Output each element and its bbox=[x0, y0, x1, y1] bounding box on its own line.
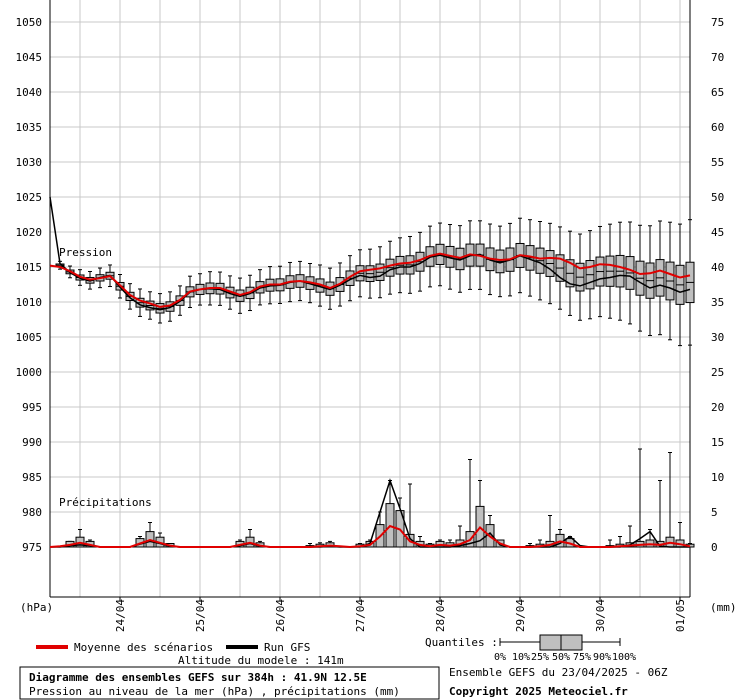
pressure-mean-line bbox=[49, 252, 691, 308]
right-tick-label: 50 bbox=[711, 191, 724, 204]
left-tick-label: 1030 bbox=[16, 156, 43, 169]
chart-subtitle: Pression au niveau de la mer (hPa) , pré… bbox=[29, 685, 400, 698]
quantile-label: 90% bbox=[593, 652, 611, 663]
quantile-label: 100% bbox=[612, 652, 636, 663]
right-axis-unit: (mm) bbox=[710, 601, 737, 614]
pressure-gfs-line bbox=[49, 196, 691, 311]
x-tick-label: 26/04 bbox=[274, 599, 287, 632]
x-tick-label: 01/05 bbox=[674, 599, 687, 632]
precip-annotation: Précipitations bbox=[59, 496, 152, 509]
left-tick-label: 985 bbox=[22, 471, 42, 484]
series-lines bbox=[49, 196, 691, 549]
left-tick-label: 1035 bbox=[16, 121, 43, 134]
altitude-label: Altitude du modele : 141m bbox=[178, 654, 344, 667]
precip-mean-line bbox=[49, 524, 691, 549]
title-box bbox=[19, 666, 440, 700]
right-tick-label: 45 bbox=[711, 226, 724, 239]
left-tick-label: 990 bbox=[22, 436, 42, 449]
quantile-label: 0% bbox=[494, 652, 506, 663]
x-tick-label: 27/04 bbox=[354, 599, 367, 632]
quantile-label: 75% bbox=[573, 652, 591, 663]
right-tick-label: 15 bbox=[711, 436, 724, 449]
right-tick-label: 60 bbox=[711, 121, 724, 134]
left-axis-ticks: 1050 1045 1040 1035 1030 1025 1020 1015 1010 1005… bbox=[16, 16, 43, 554]
left-tick-label: 1015 bbox=[16, 261, 43, 274]
chart-title: Diagramme des ensembles GEFS sur 384h : … bbox=[29, 671, 367, 684]
left-tick-label: 1000 bbox=[16, 366, 43, 379]
x-tick-label: 25/04 bbox=[194, 599, 207, 632]
x-tick-label: 30/04 bbox=[594, 599, 607, 632]
left-tick-label: 1050 bbox=[16, 16, 43, 29]
right-tick-label: 20 bbox=[711, 401, 724, 414]
left-tick-label: 1045 bbox=[16, 51, 43, 64]
left-tick-label: 1025 bbox=[16, 191, 43, 204]
right-tick-label: 65 bbox=[711, 86, 724, 99]
right-tick-label: 70 bbox=[711, 51, 724, 64]
right-tick-label: 25 bbox=[711, 366, 724, 379]
right-tick-label: 10 bbox=[711, 471, 724, 484]
x-axis-ticks: 24/04 25/04 26/04 27/04 28/04 29/04 30/04 01/05 bbox=[114, 597, 687, 632]
right-tick-label: 75 bbox=[711, 16, 724, 29]
legend-gfs-label: Run GFS bbox=[264, 641, 310, 654]
left-tick-label: 980 bbox=[22, 506, 42, 519]
right-tick-label: 35 bbox=[711, 296, 724, 309]
x-tick-label: 24/04 bbox=[114, 599, 127, 632]
copyright: Copyright 2025 Meteociel.fr bbox=[449, 685, 628, 698]
left-tick-label: 1005 bbox=[16, 331, 43, 344]
left-tick-label: 1020 bbox=[16, 226, 43, 239]
left-axis-unit: (hPa) bbox=[20, 601, 53, 614]
x-tick-label: 29/04 bbox=[514, 599, 527, 632]
quantile-label: 25% bbox=[531, 652, 549, 663]
right-tick-label: 0 bbox=[711, 541, 718, 554]
right-tick-label: 55 bbox=[711, 156, 724, 169]
quantile-label: 50% bbox=[552, 652, 570, 663]
x-tick-label: 28/04 bbox=[434, 599, 447, 632]
quantiles-label: Quantiles : bbox=[425, 636, 498, 649]
left-tick-label: 975 bbox=[22, 541, 42, 554]
pressure-annotation: Pression bbox=[59, 246, 112, 259]
right-tick-label: 30 bbox=[711, 331, 724, 344]
left-tick-label: 995 bbox=[22, 401, 42, 414]
run-info: Ensemble GEFS du 23/04/2025 - 06Z bbox=[449, 666, 668, 679]
legend-mean-label: Moyenne des scénarios bbox=[74, 641, 213, 654]
right-tick-label: 40 bbox=[711, 261, 724, 274]
quantile-label: 10% bbox=[512, 652, 530, 663]
quantiles-legend: 0% 10% 25% 50% 75% 90% 100% bbox=[494, 634, 636, 663]
right-tick-label: 5 bbox=[711, 506, 718, 519]
left-tick-label: 1010 bbox=[16, 296, 43, 309]
left-tick-label: 1040 bbox=[16, 86, 43, 99]
